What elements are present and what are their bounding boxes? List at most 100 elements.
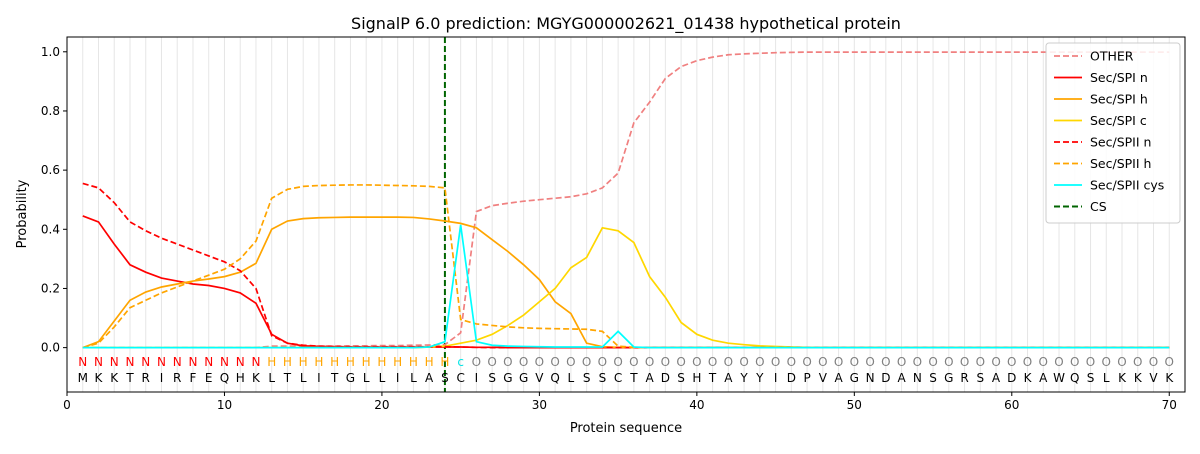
residue-label: K	[110, 371, 119, 385]
residue-label: R	[173, 371, 181, 385]
legend-label: Sec/SPII cys	[1090, 178, 1164, 193]
residue-label: S	[1087, 371, 1095, 385]
y-tick-label: 1.0	[41, 45, 60, 59]
residue-label: D	[881, 371, 890, 385]
region-label: O	[472, 355, 481, 369]
region-label: O	[1149, 355, 1158, 369]
residue-label: H	[236, 371, 245, 385]
series-line-sec-spii-n	[82, 182, 1170, 349]
x-tick-label: 0	[63, 398, 71, 412]
residue-label: I	[396, 371, 400, 385]
region-label: H	[299, 355, 308, 369]
residue-label: Q	[550, 371, 559, 385]
region-label: N	[204, 355, 213, 369]
region-label: O	[1007, 355, 1016, 369]
x-tick-label: 20	[374, 398, 389, 412]
region-label: O	[991, 355, 1000, 369]
legend-label: Sec/SPII h	[1090, 156, 1151, 171]
region-label: O	[519, 355, 528, 369]
x-axis-ticks: 0 10 20 30 40 50 60 70	[63, 392, 1177, 412]
residue-label: M	[78, 371, 88, 385]
legend-label: Sec/SPI n	[1090, 70, 1148, 85]
region-label: H	[377, 355, 386, 369]
region-label: O	[897, 355, 906, 369]
region-label: O	[881, 355, 890, 369]
x-tick-label: 60	[1004, 398, 1019, 412]
legend-label: OTHER	[1090, 49, 1134, 64]
residue-label: T	[125, 371, 134, 385]
residue-label: K	[1118, 371, 1127, 385]
region-label: O	[724, 355, 733, 369]
region-label: O	[928, 355, 937, 369]
residue-label: A	[425, 371, 434, 385]
residue-label: V	[1149, 371, 1158, 385]
residue-label: R	[142, 371, 150, 385]
residue-label: P	[803, 371, 810, 385]
region-label: O	[1070, 355, 1079, 369]
region-label: O	[1054, 355, 1063, 369]
residue-label: V	[535, 371, 544, 385]
region-label: H	[440, 355, 449, 369]
residue-label: K	[95, 371, 104, 385]
legend: OTHER Sec/SPI n Sec/SPI h Sec/SPI c Sec/SPII…	[1045, 42, 1181, 224]
residue-label: C	[456, 371, 464, 385]
residue-label: G	[519, 371, 528, 385]
region-label: H	[314, 355, 323, 369]
residue-label: L	[363, 371, 370, 385]
region-label: O	[1086, 355, 1095, 369]
region-label: O	[598, 355, 607, 369]
residue-label: G	[346, 371, 355, 385]
residue-label: V	[819, 371, 828, 385]
region-label: H	[425, 355, 434, 369]
residue-label: Q	[220, 371, 229, 385]
y-tick-label: 0.4	[41, 222, 60, 236]
region-label: O	[913, 355, 922, 369]
region-label: H	[330, 355, 339, 369]
residue-label: G	[503, 371, 512, 385]
region-label: O	[1117, 355, 1126, 369]
y-tick-label: 0.2	[41, 281, 60, 295]
region-label: N	[157, 355, 166, 369]
y-tick-label: 0.8	[41, 104, 60, 118]
series-line-sec-spi-c	[82, 226, 1170, 349]
plot-frame	[66, 36, 1186, 393]
region-label: O	[629, 355, 638, 369]
region-label: N	[220, 355, 229, 369]
residue-label: E	[205, 371, 213, 385]
y-axis-label: Probability	[15, 179, 30, 248]
region-label: N	[251, 355, 260, 369]
residue-label: L	[379, 371, 386, 385]
region-label: O	[1165, 355, 1174, 369]
residue-label: N	[913, 371, 922, 385]
region-label: N	[141, 355, 150, 369]
region-label: O	[771, 355, 780, 369]
y-axis-ticks: 0.0 0.2 0.4 0.6 0.8 1.0	[41, 45, 67, 355]
region-label: O	[1039, 355, 1048, 369]
y-tick-label: 0.6	[41, 163, 60, 177]
region-label: H	[346, 355, 355, 369]
region-label: O	[976, 355, 985, 369]
residue-label: C	[614, 371, 622, 385]
region-label: H	[393, 355, 402, 369]
region-label: N	[125, 355, 134, 369]
region-label: O	[566, 355, 575, 369]
region-label: O	[802, 355, 811, 369]
residue-label: A	[897, 371, 906, 385]
x-tick-label: 40	[689, 398, 704, 412]
residue-label: G	[850, 371, 859, 385]
x-tick-label: 10	[217, 398, 232, 412]
residue-label: I	[160, 371, 164, 385]
legend-label: Sec/SPI h	[1090, 92, 1148, 107]
residue-label: Q	[1070, 371, 1079, 385]
region-label: O	[850, 355, 859, 369]
region-label: N	[188, 355, 197, 369]
residue-label: D	[1007, 371, 1016, 385]
residue-label: R	[960, 371, 968, 385]
residue-label: F	[190, 371, 197, 385]
legend-label: Sec/SPII n	[1090, 135, 1151, 150]
y-tick-label: 0.0	[41, 341, 60, 355]
residue-label: L	[568, 371, 575, 385]
region-label: O	[676, 355, 685, 369]
legend-label: Sec/SPI c	[1090, 113, 1147, 128]
residue-label: T	[283, 371, 292, 385]
